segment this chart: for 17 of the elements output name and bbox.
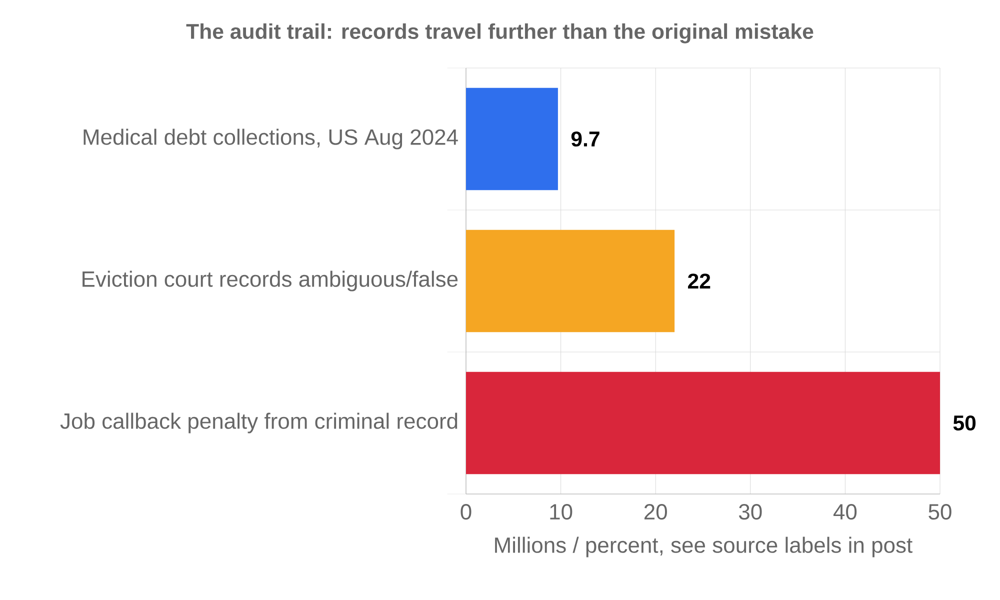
y-tick-label: Medical debt collections, US Aug 2024 bbox=[84, 128, 458, 150]
data-label: 9.7 bbox=[571, 131, 600, 147]
bar bbox=[466, 88, 558, 190]
x-tick-label: 30 bbox=[739, 504, 762, 520]
x-tick-label: 40 bbox=[833, 504, 857, 520]
x-axis-title: Millions / percent, see source labels in post bbox=[495, 536, 912, 558]
data-label: 22 bbox=[688, 274, 710, 288]
y-tick-label: Eviction court records ambiguous/false bbox=[82, 270, 458, 292]
data-label: 50 bbox=[953, 415, 976, 431]
bar bbox=[466, 230, 675, 332]
bar bbox=[466, 372, 940, 474]
chart-title: The audit trail: records travel further than the original mistake bbox=[186, 23, 814, 44]
x-tick-label: 10 bbox=[550, 504, 572, 520]
y-tick-label: Job callback penalty from criminal record bbox=[60, 412, 458, 434]
x-tick-label: 20 bbox=[644, 504, 667, 520]
x-tick-label: 50 bbox=[928, 504, 952, 520]
x-tick-label: 0 bbox=[460, 504, 472, 520]
